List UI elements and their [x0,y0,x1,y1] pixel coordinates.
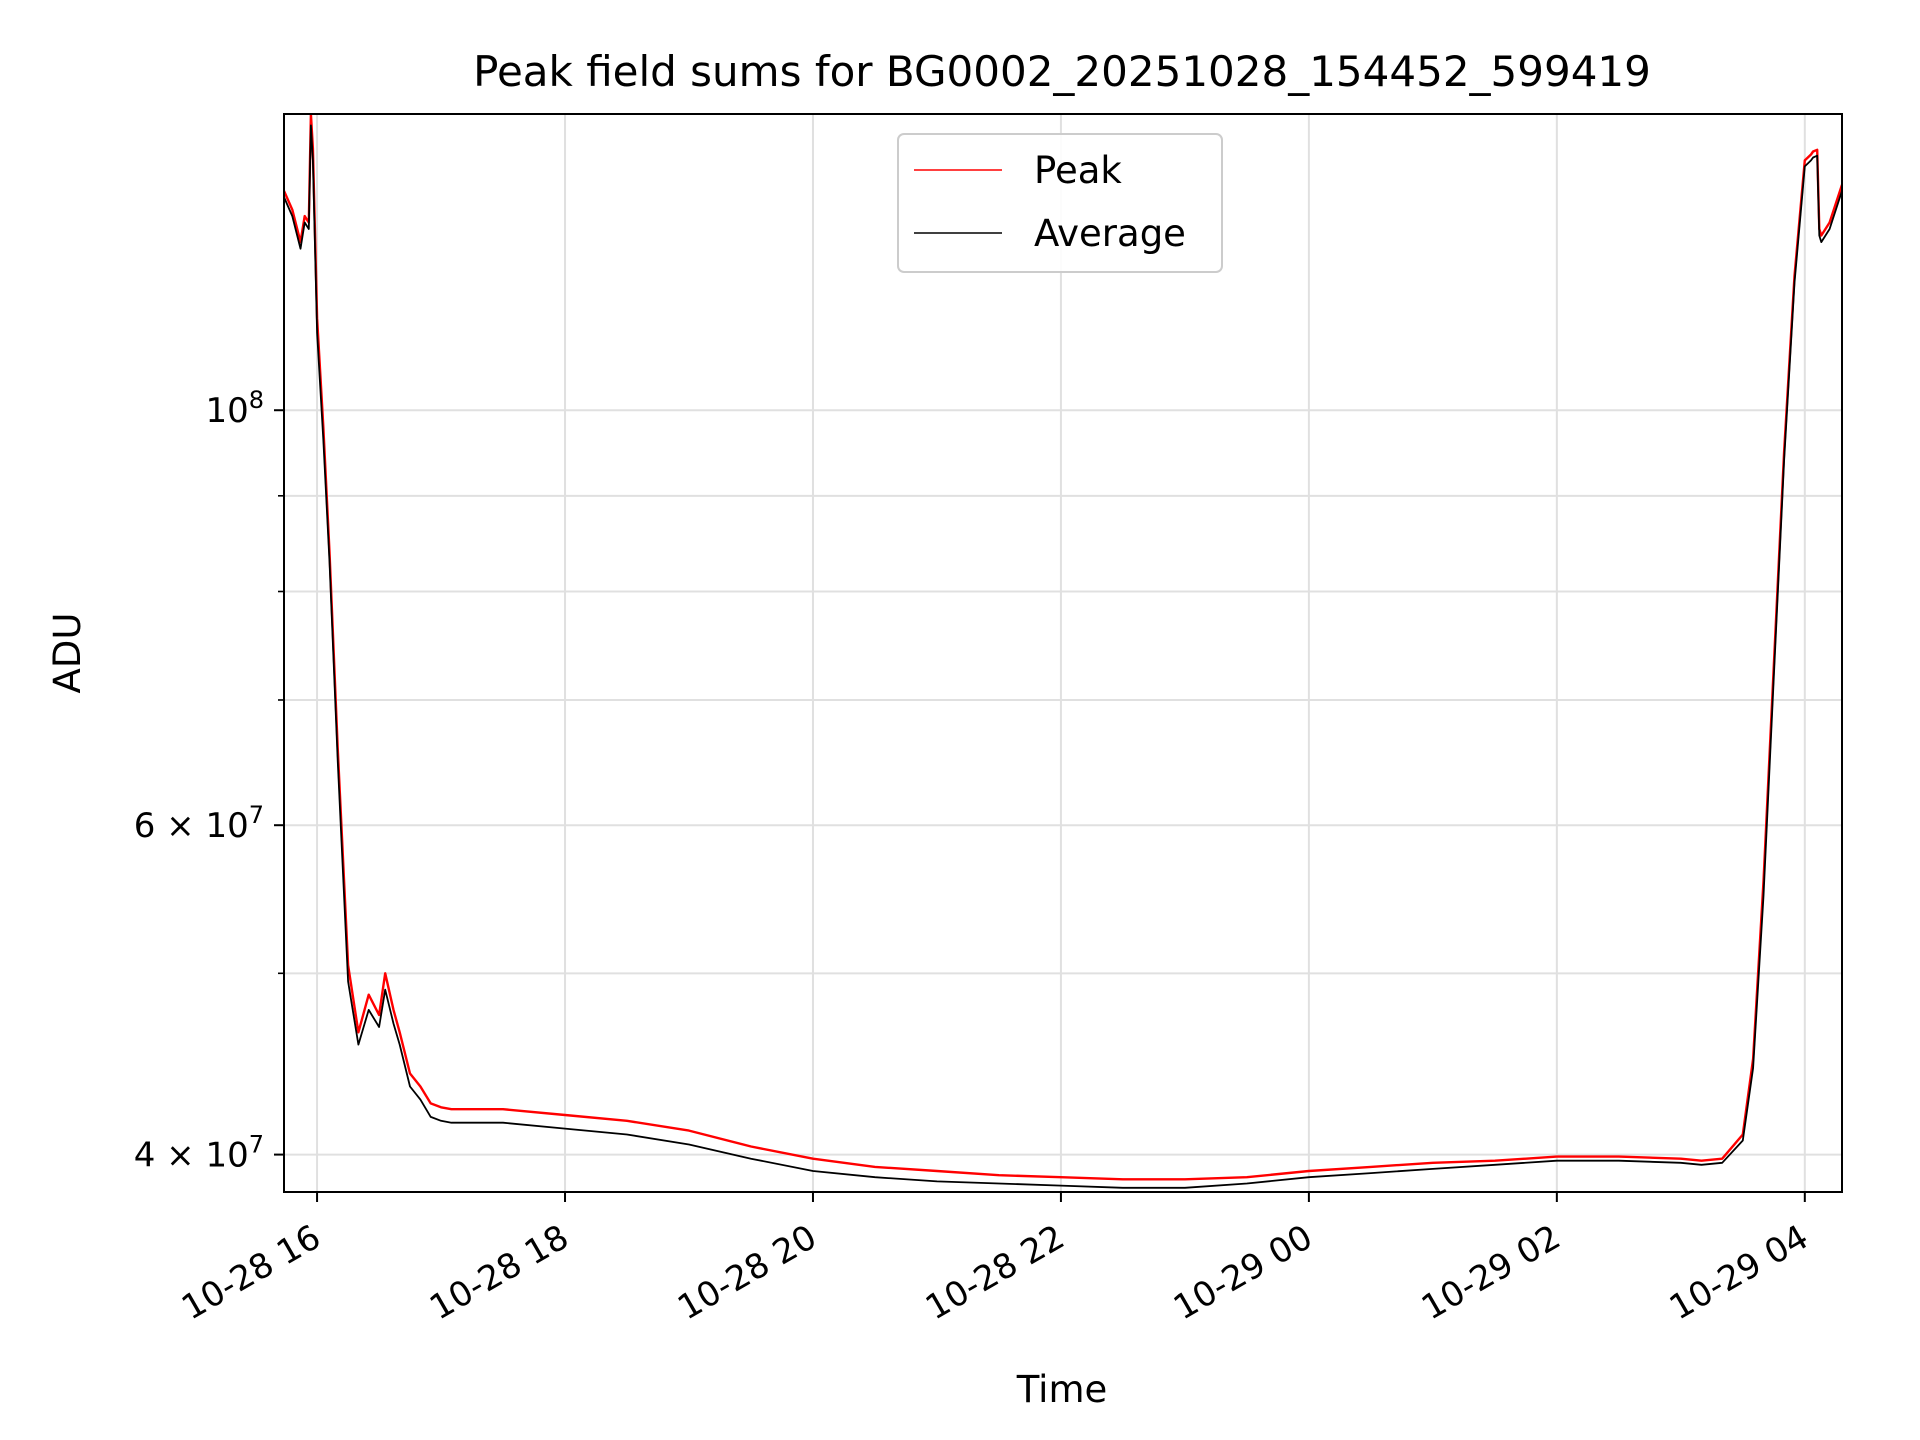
y-tick-label: 4 × 107 [134,1131,264,1176]
y-tick-label-base: 10 [205,391,248,431]
y-tick-label: 108 [205,386,264,431]
chart-title: Peak field sums for BG0002_20251028_1544… [473,47,1651,96]
y-tick-label-base: 6 × 10 [134,806,249,846]
y-tick-label-exponent: 7 [249,1131,264,1159]
plot-frame [283,113,1843,1193]
grid [284,114,1842,1192]
legend-box [897,133,1223,273]
legend-label-average: Average [1034,212,1186,255]
y-tick-label: 6 × 107 [134,801,264,846]
x-axis-label: Time [1016,1368,1108,1411]
y-tick-label-base: 4 × 10 [134,1136,249,1176]
series-layer [284,114,1842,1189]
legend-label-peak: Peak [1034,149,1122,192]
y-tick-label-exponent: 8 [249,386,264,414]
y-axis-label: ADU [46,613,89,694]
y-tick-label-exponent: 7 [249,801,264,829]
series-line-average [284,124,1842,1189]
legend: Peak Average [897,133,1223,273]
